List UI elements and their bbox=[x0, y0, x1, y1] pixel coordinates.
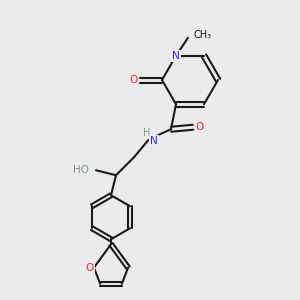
Text: O: O bbox=[196, 122, 204, 132]
Text: O: O bbox=[129, 75, 137, 85]
Text: HO: HO bbox=[73, 165, 89, 175]
Text: N: N bbox=[172, 51, 180, 61]
Text: O: O bbox=[86, 262, 94, 273]
Text: CH₃: CH₃ bbox=[193, 30, 211, 40]
Text: H: H bbox=[143, 128, 151, 138]
Text: N: N bbox=[150, 136, 158, 146]
